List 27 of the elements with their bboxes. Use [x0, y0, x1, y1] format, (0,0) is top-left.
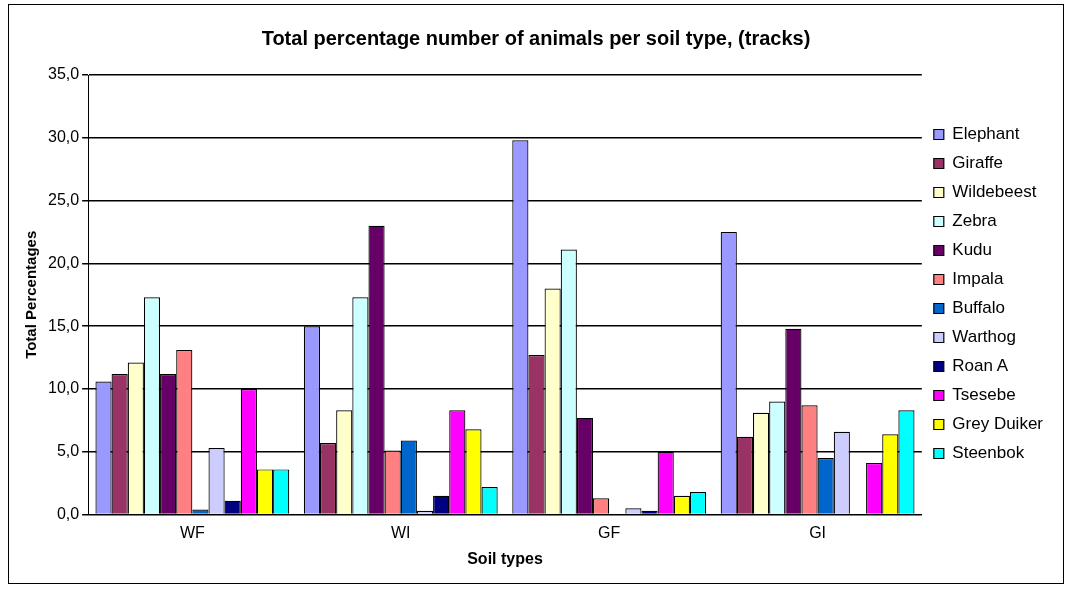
legend-label: Elephant: [952, 124, 1020, 144]
legend-label: Roan A: [952, 356, 1009, 376]
chart-title: Total percentage number of animals per soil type, (tracks): [261, 26, 811, 49]
y-tick-label: 35,0: [48, 65, 80, 83]
y-tick-label: 5,0: [56, 442, 80, 460]
legend-label: Wildebeest: [952, 182, 1037, 202]
y-tick-label: 15,0: [48, 316, 80, 334]
x-tick-label: GF: [598, 523, 621, 541]
x-tick-label: GI: [809, 523, 827, 541]
legend-label: Kudu: [952, 240, 993, 260]
legend-label: Buffalo: [952, 298, 1005, 318]
y-tick-label: 30,0: [48, 128, 80, 146]
x-tick-label: WI: [390, 523, 411, 541]
y-axis-title: Total Percentages: [22, 230, 40, 359]
legend-label: Steenbok: [952, 443, 1025, 463]
legend-label: Warthog: [952, 327, 1016, 347]
legend-label: Grey Duiker: [952, 414, 1044, 434]
y-tick-label: 10,0: [48, 379, 80, 397]
legend-label: Impala: [952, 269, 1004, 289]
y-tick-label: 20,0: [48, 253, 80, 271]
x-axis-title: Soil types: [467, 549, 543, 567]
x-tick-label: WF: [179, 523, 206, 541]
legend-label: Giraffe: [952, 153, 1004, 173]
legend-label: Zebra: [952, 211, 998, 231]
legend-label: Tsesebe: [952, 385, 1016, 405]
y-tick-label: 25,0: [48, 191, 80, 209]
y-tick-label: 0,0: [56, 505, 80, 523]
